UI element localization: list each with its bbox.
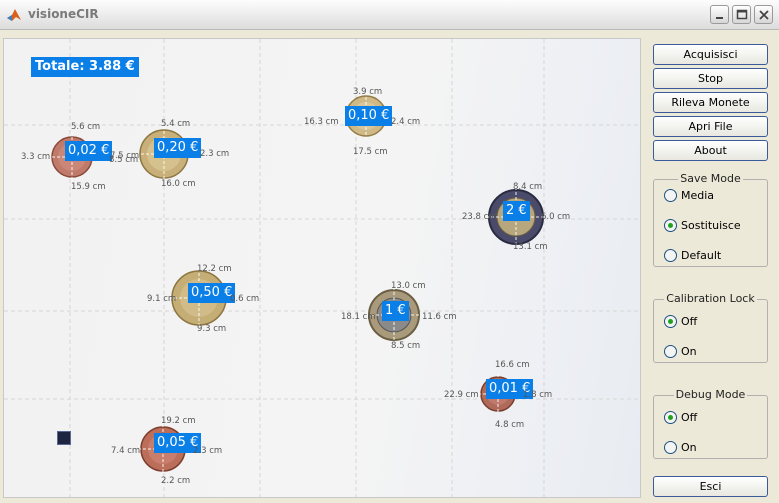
coin-value-label: 2 € [503,201,530,221]
coin-dimension: 16.0 cm [161,179,196,189]
calibration-lock-group: Calibration Lock Off On [653,292,768,363]
coin-dimension: 7.4 cm [111,446,141,456]
coin-dimension: 2.2 cm [161,476,191,486]
coin-dimension: 16.3 cm [304,117,339,127]
coin-overlay [4,39,640,497]
coin-dimension: 6.0 cm [541,212,571,222]
open-file-button[interactable]: Apri File [653,116,768,137]
coin-dimension: 3.9 cm [353,87,383,97]
coin-dimension: 4.8 cm [495,420,525,430]
coin-dimension: 23.8 cm [462,212,497,222]
radio-calibration-on[interactable]: On [664,345,697,361]
radio-label: Sostituisce [681,219,741,232]
exit-button[interactable]: Esci [653,476,768,497]
save-mode-group: Save Mode Media Sostituisce Default [653,172,768,267]
coin-value-label: 0,05 € [154,433,202,453]
title-bar: visioneCIR [0,0,779,30]
coin-dimension: 16.6 cm [495,360,530,370]
coin-value-label: 0,50 € [188,283,236,303]
matlab-app-icon [6,7,22,23]
calibration-marker [57,431,71,445]
coin-dimension: 5.6 cm [71,122,101,132]
radio-button[interactable] [664,219,677,232]
coin-dimension: 13.0 cm [391,281,426,291]
acquire-button[interactable]: Acquisisci [653,44,768,65]
coin-dimension: 8.5 cm [391,341,421,351]
radio-label: Off [681,315,698,328]
group-title: Debug Mode [673,388,748,401]
debug-mode-group: Debug Mode Off On [653,388,768,459]
radio-button[interactable] [664,189,677,202]
coin-value-label: 0,20 € [154,138,202,158]
radio-button[interactable] [664,441,677,454]
stop-button[interactable]: Stop [653,68,768,89]
radio-label: Off [681,411,698,424]
radio-label: Media [681,189,715,202]
radio-button[interactable] [664,315,677,328]
radio-label: Default [681,249,722,262]
radio-label: On [681,345,697,358]
coin-dimension: 5.4 cm [161,119,191,129]
coin-dimension: 17.5 cm [353,147,388,157]
coin-dimension: 9.3 cm [197,324,227,334]
detect-coins-button[interactable]: Rileva Monete [653,92,768,113]
radio-button[interactable] [664,249,677,262]
coin-value-label: 0,02 € [65,141,113,161]
radio-debug-off[interactable]: Off [664,411,697,427]
coin-dimension: 2.3 cm [200,149,230,159]
coin-dimension: 13.1 cm [513,242,548,252]
coin-dimension: 2.3 cm [193,446,223,456]
maximize-button[interactable] [732,5,751,24]
close-button[interactable] [754,5,773,24]
coin-dimension: 19.2 cm [161,416,196,426]
total-amount-label: Totale: 3.88 € [31,57,139,77]
minimize-button[interactable] [710,5,729,24]
coin-dimension: 8.4 cm [513,182,543,192]
radio-debug-on[interactable]: On [664,441,697,457]
coin-dimension: 15.9 cm [71,182,106,192]
close-icon [759,10,769,20]
radio-save-sostituisce[interactable]: Sostituisce [664,219,741,235]
coin-value-label: 1 € [382,301,409,321]
coin-dimension: 1.8 cm [523,390,553,400]
radio-save-media[interactable]: Media [664,189,714,205]
coin-dimension: 9.1 cm [147,294,177,304]
window-title: visioneCIR [28,7,99,21]
maximize-icon [736,9,748,20]
coin-value-label: 0,01 € [486,379,534,399]
coin-dimension: 3.3 cm [21,152,51,162]
coin-dimension: 12.2 cm [197,264,232,274]
radio-save-default[interactable]: Default [664,249,721,265]
coin-dimension: 7.5 cm [110,151,140,161]
coin-dimension: 18.1 cm [341,312,376,322]
coin-dimension: 22.9 cm [444,390,479,400]
coin-dimension: 2.4 cm [391,117,421,127]
camera-view[interactable]: Totale: 3.88 € 0,02 € 5.6 cm 3.3 cm 7.5 … [3,38,641,498]
coin-dimension: 8.5 cm [109,155,139,165]
radio-calibration-off[interactable]: Off [664,315,697,331]
group-title: Save Mode [678,172,743,185]
radio-button[interactable] [664,345,677,358]
coin-value-label: 0,10 € [345,106,393,126]
radio-button[interactable] [664,411,677,424]
coin-dimension: 0.6 cm [230,294,260,304]
about-button[interactable]: About [653,140,768,161]
radio-label: On [681,441,697,454]
coin-dimension: 11.6 cm [422,312,457,322]
group-title: Calibration Lock [664,292,757,305]
minimize-icon [716,17,723,19]
